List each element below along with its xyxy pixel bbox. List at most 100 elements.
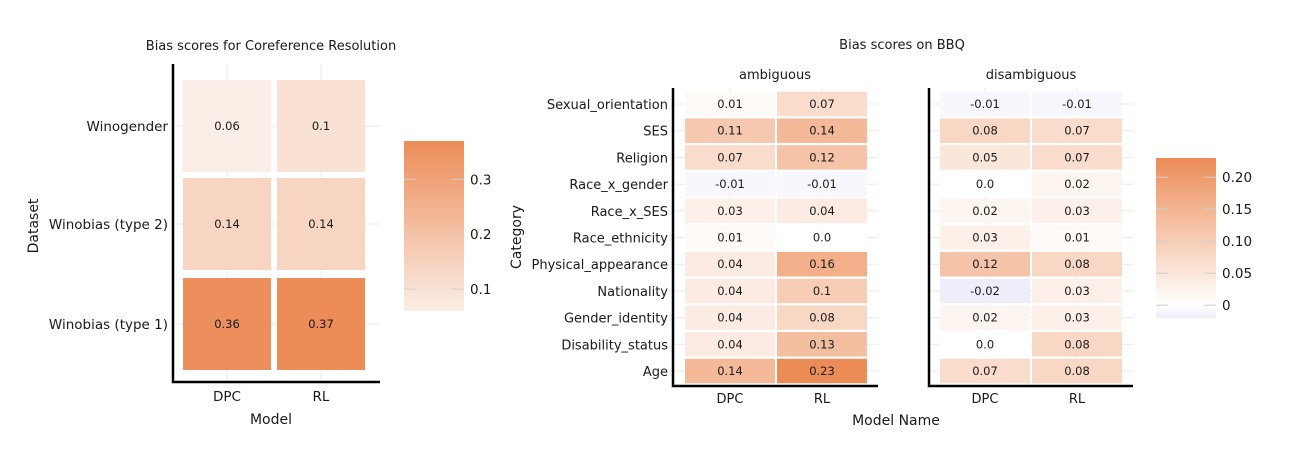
x-tick-label: RL xyxy=(1069,392,1086,407)
cell-value-label: 0.08 xyxy=(972,124,998,138)
heatmap-cell-ambiguous-race-x-ses-rl xyxy=(777,198,867,224)
cell-value-label: 0.06 xyxy=(214,119,240,133)
cell-value-label: 0.02 xyxy=(972,204,998,218)
cell-value-label: -0.02 xyxy=(970,284,1000,298)
cell-value-label: -0.01 xyxy=(715,177,745,191)
cell-value-label: 0.12 xyxy=(809,150,835,164)
heatmap-cell-disambiguous-race-ethnicity-rl xyxy=(1032,225,1122,250)
coref-chart-title: Bias scores for Coreference Resolution xyxy=(146,39,396,54)
coref-x-axis-title: Model xyxy=(250,412,292,428)
heatmap-cell-disambiguous-race-x-gender-rl xyxy=(1032,171,1122,197)
coref-axis-lines xyxy=(171,64,380,384)
bbq-y-ticks: Sexual_orientation SES Religion Race_x_gend… xyxy=(531,98,668,380)
y-tick-label: Age xyxy=(643,365,668,380)
y-tick-label: Disability_status xyxy=(561,338,668,353)
colorbar-tick-label: 0.2 xyxy=(470,227,491,243)
cell-value-label: 0.03 xyxy=(717,204,743,218)
colorbar-tick-label: 0 xyxy=(1222,298,1231,314)
cell-value-label: 0.1 xyxy=(312,119,330,133)
heatmap-cell-winobias-type-1-rl xyxy=(277,278,365,370)
y-tick-label: Nationality xyxy=(597,285,668,300)
bbq-cells: 0.01 0.07 0.11 0.14 0.07 0.12 -0.01 -0.01 0.03 0.… xyxy=(685,91,1122,384)
heatmap-cell-winobias-type-1-dpc xyxy=(183,278,271,370)
heatmap-cell-disambiguous-nationality-rl xyxy=(1032,278,1122,304)
heatmap-cell-ambiguous-physical-appearance-rl xyxy=(777,251,867,277)
heatmap-cell-disambiguous-sexual-orientation-dpc xyxy=(940,91,1030,117)
x-tick-label: DPC xyxy=(717,392,744,407)
y-tick-label: SES xyxy=(643,125,668,140)
heatmap-cell-ambiguous-race-ethnicity-rl xyxy=(777,225,867,250)
colorbar-tick-label: 0.1 xyxy=(470,282,491,298)
heatmap-cell-disambiguous-race-ethnicity-dpc xyxy=(940,225,1030,250)
cell-value-label: 0.01 xyxy=(1064,231,1090,245)
heatmap-cell-winogender-rl xyxy=(277,80,365,172)
bbq-heatmap: Bias scores on BBQ ambiguous disambiguou… xyxy=(509,38,1252,429)
heatmap-cell-ambiguous-disability-status-rl xyxy=(777,332,867,357)
cell-value-label: 0.11 xyxy=(717,124,743,138)
heatmap-cell-disambiguous-gender-identity-rl xyxy=(1032,305,1122,330)
cell-value-label: 0.04 xyxy=(717,337,743,351)
cell-value-label: -0.01 xyxy=(807,177,837,191)
cell-value-label: 0.01 xyxy=(717,97,743,111)
heatmap-cell-ambiguous-ses-rl xyxy=(777,118,867,143)
heatmap-cell-disambiguous-physical-appearance-dpc xyxy=(940,251,1030,277)
heatmap-cell-disambiguous-nationality-dpc xyxy=(940,278,1030,304)
heatmap-cell-ambiguous-gender-identity-dpc xyxy=(685,305,775,330)
heatmap-cell-ambiguous-nationality-rl xyxy=(777,278,867,304)
coref-cells: 0.06 0.1 0.14 0.14 0.36 0.37 xyxy=(183,80,365,370)
cell-value-label: 0.03 xyxy=(1064,284,1090,298)
cell-value-label: 0.1 xyxy=(813,284,831,298)
cell-value-label: 0.16 xyxy=(809,257,835,271)
heatmap-cell-disambiguous-age-rl xyxy=(1032,358,1122,384)
heatmap-cell-ambiguous-age-rl xyxy=(777,358,867,384)
heatmap-cell-ambiguous-gender-identity-rl xyxy=(777,305,867,330)
cell-value-label: 0.07 xyxy=(1064,150,1090,164)
cell-value-label: 0.0 xyxy=(976,177,994,191)
y-tick-label: Religion xyxy=(616,151,668,166)
cell-value-label: 0.01 xyxy=(717,231,743,245)
bbq-colorbar-ticks: 0 0.05 0.10 0.15 0.20 xyxy=(1156,170,1252,314)
cell-value-label: 0.14 xyxy=(214,217,240,231)
cell-value-label: 0.07 xyxy=(809,97,835,111)
cell-value-label: 0.04 xyxy=(717,284,743,298)
heatmap-cell-disambiguous-disability-status-rl xyxy=(1032,332,1122,357)
cell-value-label: 0.0 xyxy=(976,337,994,351)
heatmap-cell-ambiguous-religion-rl xyxy=(777,145,867,170)
colorbar-tick-label: 0.10 xyxy=(1222,234,1252,250)
cell-value-label: 0.08 xyxy=(1064,337,1090,351)
colorbar-tick-label: 0.3 xyxy=(470,172,491,188)
heatmap-cell-ambiguous-race-x-ses-dpc xyxy=(685,198,775,224)
cell-value-label: 0.02 xyxy=(972,311,998,325)
x-tick-label: RL xyxy=(814,392,831,407)
bbq-facet-label-ambiguous: ambiguous xyxy=(739,68,811,83)
cell-value-label: 0.07 xyxy=(717,150,743,164)
heatmap-cell-ambiguous-sexual-orientation-dpc xyxy=(685,91,775,117)
cell-value-label: 0.07 xyxy=(1064,124,1090,138)
cell-value-label: 0.37 xyxy=(308,317,334,331)
cell-value-label: 0.0 xyxy=(813,231,831,245)
cell-value-label: 0.08 xyxy=(809,311,835,325)
heatmap-cell-ambiguous-nationality-dpc xyxy=(685,278,775,304)
heatmap-cell-ambiguous-sexual-orientation-rl xyxy=(777,91,867,117)
cell-value-label: -0.01 xyxy=(970,97,1000,111)
heatmap-cell-winobias-type-2-rl xyxy=(277,178,365,270)
heatmap-cell-disambiguous-sexual-orientation-rl xyxy=(1032,91,1122,117)
bbq-x-axis-title: Model Name xyxy=(852,413,940,429)
cell-value-label: 0.07 xyxy=(972,364,998,378)
heatmap-cell-ambiguous-age-dpc xyxy=(685,358,775,384)
heatmap-cell-disambiguous-gender-identity-dpc xyxy=(940,305,1030,330)
bbq-y-axis-title: Category xyxy=(509,205,525,269)
cell-value-label: 0.08 xyxy=(1064,364,1090,378)
coref-y-ticks: Winogender Winobias (type 2) Winobias (typ… xyxy=(49,119,169,333)
cell-value-label: 0.02 xyxy=(1064,177,1090,191)
heatmap-cell-ambiguous-religion-dpc xyxy=(685,145,775,170)
cell-value-label: 0.03 xyxy=(972,231,998,245)
heatmap-cell-ambiguous-race-ethnicity-dpc xyxy=(685,225,775,250)
heatmap-cell-disambiguous-disability-status-dpc xyxy=(940,332,1030,357)
colorbar-tick-label: 0.20 xyxy=(1222,170,1252,186)
cell-value-label: 0.05 xyxy=(972,150,998,164)
bbq-axis-lines-disambiguous xyxy=(927,88,1133,388)
colorbar-tick-label: 0.05 xyxy=(1222,266,1252,282)
cell-value-label: 0.04 xyxy=(809,204,835,218)
cell-value-label: 0.12 xyxy=(972,257,998,271)
